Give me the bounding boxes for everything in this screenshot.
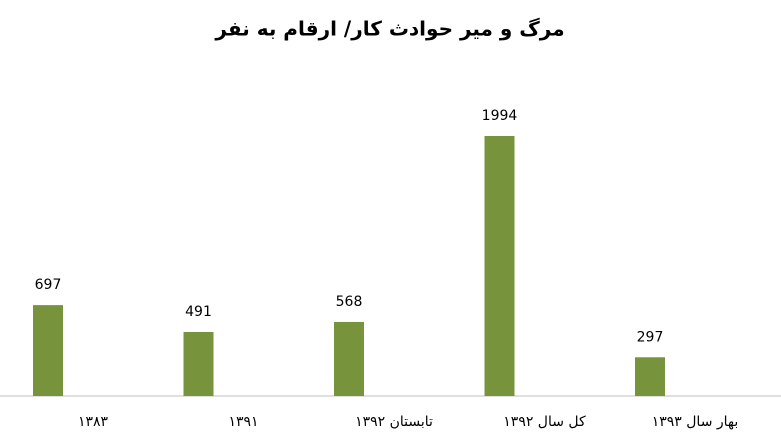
data-label: 697 [35, 277, 62, 293]
bar [33, 305, 63, 396]
data-label: 491 [185, 304, 212, 320]
x-tick-label: بهار سال ۱۳۹۳ [652, 414, 739, 430]
data-label: 297 [637, 329, 664, 345]
x-tick-label: ۱۳۹۱ [228, 414, 258, 430]
bar [334, 321, 364, 396]
data-label: 568 [336, 294, 363, 310]
bar [635, 357, 665, 396]
x-tick-label: تابستان ۱۳۹۲ [355, 414, 433, 430]
x-tick-label: ۱۳۸۳ [78, 414, 109, 430]
bar [484, 136, 515, 396]
bar [183, 331, 214, 396]
chart-title: مرگ و میر حوادث کار/ ارقام به نفر [214, 17, 564, 41]
data-label: 1994 [482, 108, 518, 124]
x-tick-label: کل سال ۱۳۹۲ [503, 414, 586, 430]
